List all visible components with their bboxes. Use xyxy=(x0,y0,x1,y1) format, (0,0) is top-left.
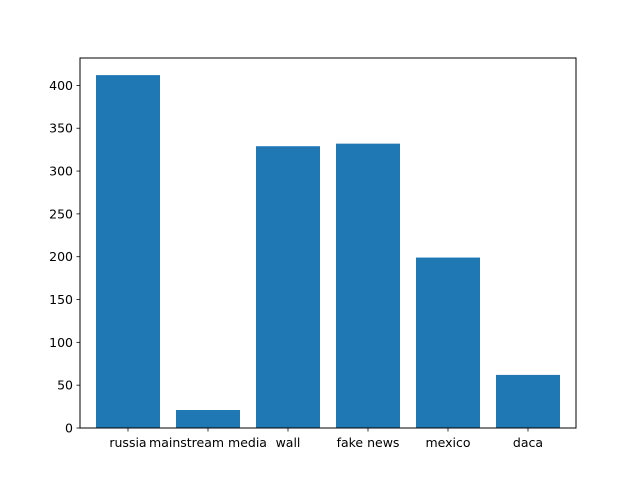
y-tick-label-350: 350 xyxy=(49,121,73,136)
x-tick-label-mexico: mexico xyxy=(425,435,470,450)
x-tick-label-mainstream-media: mainstream media xyxy=(149,435,267,450)
y-tick-label-400: 400 xyxy=(49,78,73,93)
y-tick-label-50: 50 xyxy=(57,378,73,393)
x-axis: russia mainstream media wall fake news mexic… xyxy=(109,428,543,450)
bar-russia xyxy=(96,75,160,428)
y-tick-label-150: 150 xyxy=(49,292,73,307)
plot-frame xyxy=(79,57,577,429)
bar-daca xyxy=(496,374,560,428)
y-axis: 0 50 100 150 200 250 300 350 400 xyxy=(49,78,80,436)
y-tick-label-200: 200 xyxy=(49,249,73,264)
y-tick-label-300: 300 xyxy=(49,164,73,179)
bars-group xyxy=(96,75,560,429)
y-tick-label-0: 0 xyxy=(65,421,73,436)
bar-mexico xyxy=(416,257,480,428)
y-tick-label-100: 100 xyxy=(49,335,73,350)
y-tick-label-250: 250 xyxy=(49,206,73,221)
bar-fake-news xyxy=(336,143,400,429)
x-tick-label-daca: daca xyxy=(513,435,543,450)
bar-mainstream-media xyxy=(176,410,240,428)
x-tick-label-russia: russia xyxy=(109,435,146,450)
x-tick-label-fake-news: fake news xyxy=(337,435,400,450)
bar-wall xyxy=(256,146,320,428)
x-tick-label-wall: wall xyxy=(276,435,301,450)
